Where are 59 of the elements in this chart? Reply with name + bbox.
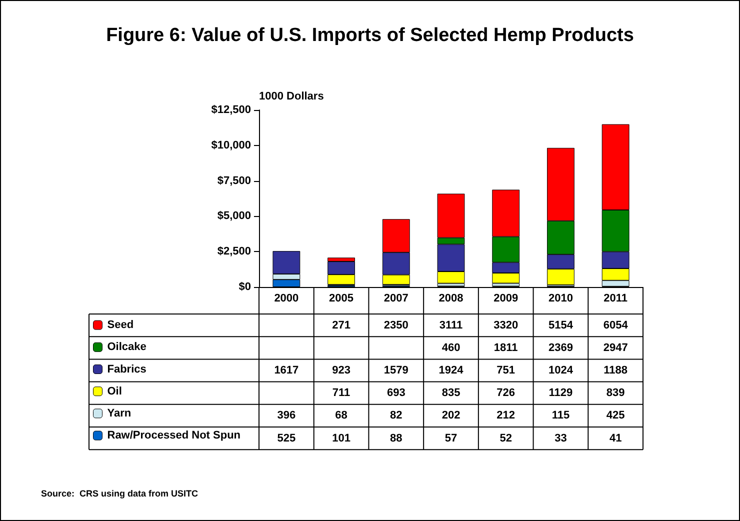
data-label: 835 (442, 387, 460, 400)
data-label: 2350 (384, 319, 408, 332)
data-label: 693 (386, 387, 406, 400)
legend-label: Fabrics (107, 363, 146, 376)
data-label: 5154 (548, 319, 574, 332)
data-label: 3111 (439, 319, 463, 332)
x-tick-label: 2008 (438, 292, 464, 304)
data-label: 3320 (494, 319, 518, 332)
data-label: 68 (335, 410, 348, 422)
legend-label: Oil (107, 385, 122, 398)
data-label: 396 (277, 410, 296, 422)
data-label: 839 (606, 387, 625, 400)
data-label: 33 (554, 432, 567, 444)
data-label: 115 (552, 410, 570, 422)
data-label: 1924 (438, 364, 464, 376)
y-tick-label: $5,000 (217, 210, 251, 222)
x-tick-label: 2011 (604, 292, 628, 304)
y-tick-label: $7,500 (217, 174, 251, 187)
data-label: 425 (606, 410, 625, 422)
source-note: Source: CRS using data from USITC (41, 488, 199, 498)
data-label: 88 (390, 432, 402, 444)
data-label: 212 (496, 410, 516, 422)
data-label: 1579 (384, 364, 408, 376)
data-label: 525 (277, 432, 296, 444)
legend-label: Oilcake (107, 341, 146, 354)
data-label: 41 (609, 432, 622, 444)
y-tick-label: $10,000 (211, 139, 251, 152)
legend-label: Raw/Processed Not Spun (107, 430, 241, 442)
data-label: 1617 (274, 364, 299, 376)
y-tick-label: $0 (238, 281, 251, 293)
data-label: 1811 (494, 342, 518, 354)
data-label: 1024 (548, 364, 574, 376)
x-tick-label: 2005 (329, 292, 354, 304)
data-label: 751 (496, 364, 516, 376)
legend-label: Seed (107, 319, 134, 332)
data-label: 1188 (604, 364, 628, 376)
x-tick-label: 2009 (494, 292, 518, 304)
data-label: 57 (444, 432, 458, 444)
data-label: 202 (442, 410, 460, 422)
y-axis-title: 1000 Dollars (259, 90, 324, 102)
data-label: 52 (500, 432, 512, 444)
data-label: 923 (332, 364, 350, 376)
x-tick-label: 2000 (274, 292, 299, 304)
data-label: 6054 (603, 319, 629, 332)
data-label: 1129 (548, 387, 573, 400)
data-label: 2947 (603, 342, 628, 354)
data-label: 711 (332, 387, 350, 400)
data-label: 726 (496, 387, 516, 400)
x-tick-label: 2010 (548, 292, 573, 304)
legend-label: Yarn (107, 407, 132, 420)
data-label: 460 (442, 342, 460, 354)
chart-title: Figure 6: Value of U.S. Imports of Selected Hemp Products (106, 25, 634, 46)
data-label: 82 (390, 410, 402, 422)
data-label: 101 (332, 432, 350, 444)
x-tick-label: 2007 (384, 292, 408, 304)
y-tick-label: $2,500 (217, 246, 251, 258)
data-label: 2369 (548, 342, 573, 354)
y-tick-label: $12,500 (211, 104, 251, 116)
data-label: 271 (332, 319, 350, 332)
